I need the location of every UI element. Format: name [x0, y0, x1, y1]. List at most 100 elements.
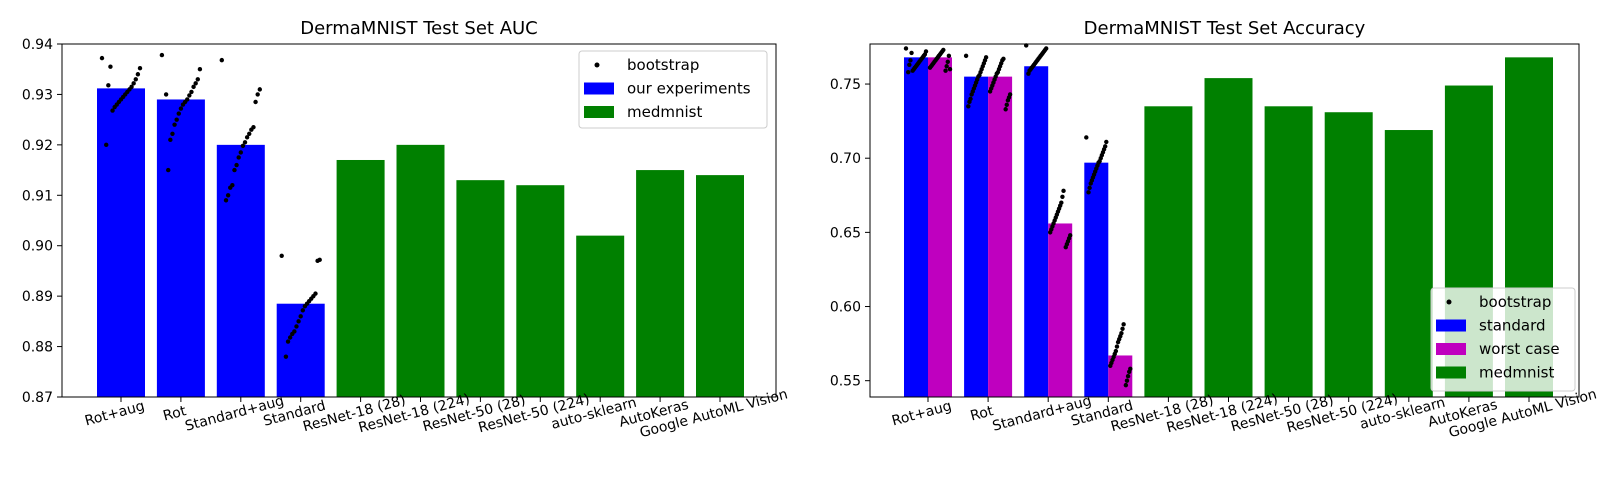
bootstrap-point	[1060, 194, 1065, 199]
bar-our-experiments-3	[276, 303, 325, 397]
bootstrap-point	[1124, 378, 1130, 383]
bootstrap-point	[232, 167, 237, 173]
bootstrap-point	[300, 308, 306, 313]
legend-swatch	[584, 82, 614, 95]
bootstrap-point	[285, 339, 291, 344]
bootstrap-point	[255, 92, 260, 97]
bootstrap-point	[1115, 339, 1121, 345]
bootstrap-point	[131, 81, 136, 86]
bootstrap-point	[108, 64, 113, 69]
bootstrap-point	[180, 102, 186, 107]
bootstrap-point	[253, 99, 258, 105]
y-tick-label: 0.87	[22, 390, 53, 406]
bootstrap-point	[257, 87, 262, 92]
bootstrap-point	[104, 142, 109, 148]
bootstrap-point	[1125, 374, 1131, 379]
bootstrap-point	[907, 62, 912, 67]
y-tick-label: 0.92	[22, 138, 53, 154]
bootstrap-point	[1126, 369, 1132, 374]
bar-medmnist-7	[516, 185, 565, 397]
bar-medmnist-5	[1204, 78, 1253, 397]
bootstrap-point	[1121, 322, 1126, 327]
x-tick-label: Rot	[969, 403, 996, 425]
bootstrap-point	[234, 162, 239, 168]
legend-label: bootstrap	[1479, 293, 1551, 311]
bootstrap-point	[178, 106, 184, 111]
bootstrap-point	[287, 335, 293, 340]
bootstrap-point	[302, 304, 308, 309]
bootstrap-point	[908, 58, 913, 63]
bootstrap-point	[903, 46, 909, 51]
bootstrap-point	[133, 77, 138, 82]
bootstrap-point	[168, 137, 173, 143]
bootstrap-point	[283, 354, 289, 359]
bootstrap-point	[195, 77, 200, 82]
bootstrap-point	[187, 93, 192, 98]
bootstrap-point	[927, 65, 933, 70]
bootstrap-point	[193, 81, 198, 86]
bootstrap-point	[294, 324, 299, 329]
bar-worst-case-1	[988, 76, 1013, 397]
legend-label: worst case	[1479, 340, 1560, 358]
y-tick-label: 0.75	[830, 77, 861, 93]
bar-medmnist-10	[696, 175, 744, 397]
bootstrap-point	[944, 64, 949, 69]
legend-marker-dot	[594, 62, 600, 68]
bar-medmnist-8	[1384, 130, 1433, 397]
bootstrap-point	[191, 84, 196, 90]
bootstrap-point	[163, 92, 169, 97]
bar-medmnist-4	[336, 159, 385, 397]
plot-frame	[869, 43, 1580, 398]
bootstrap-point	[110, 108, 115, 113]
bootstrap-point	[247, 131, 252, 136]
bootstrap-point	[238, 150, 243, 155]
bootstrap-point	[963, 53, 969, 59]
auc-chart: DermaMNIST Test Set AUC 0.87 0.88 0.89 0.90 0…	[22, 18, 790, 441]
bootstrap-point	[1114, 344, 1120, 349]
bar-standard-3	[1084, 162, 1109, 397]
y-tick-label: 0.70	[830, 151, 861, 167]
legend-swatch	[584, 106, 614, 118]
legend-label: medmnist	[627, 103, 702, 121]
bootstrap-point	[99, 55, 105, 61]
y-tick-label: 0.94	[22, 37, 53, 53]
bar-medmnist-7	[1324, 112, 1373, 397]
bootstrap-point	[909, 50, 914, 56]
bootstrap-point	[1104, 139, 1109, 145]
bar-standard-1	[964, 76, 989, 397]
legend-box	[578, 50, 768, 129]
bootstrap-point	[906, 69, 911, 75]
y-tick-label: 0.93	[22, 87, 53, 103]
legend-label: standard	[1479, 317, 1546, 335]
bar-worst-case-2	[1048, 223, 1073, 397]
bar-medmnist-6	[1264, 106, 1313, 397]
bar-medmnist-8	[576, 235, 625, 397]
legend-label: medmnist	[1479, 364, 1554, 382]
bootstrap-point	[1084, 135, 1089, 140]
bootstrap-point	[225, 193, 231, 198]
legend-swatch	[1436, 343, 1466, 355]
y-tick-label: 0.55	[830, 374, 861, 390]
x-tick-label: Rot	[161, 403, 188, 425]
x-tick-label: Rot+aug	[890, 398, 953, 429]
bootstrap-point	[1061, 188, 1066, 194]
chart-title: DermaMNIST Test Set Accuracy	[1084, 18, 1366, 39]
chart-title: DermaMNIST Test Set AUC	[300, 18, 538, 39]
bootstrap-point	[219, 57, 224, 63]
bootstrap-point	[197, 67, 203, 72]
bootstrap-point	[943, 68, 948, 73]
bootstrap-point	[1063, 244, 1068, 250]
bootstrap-point	[244, 135, 250, 140]
bar-standard-2	[1024, 66, 1049, 398]
bootstrap-point	[189, 89, 194, 95]
bootstrap-point	[112, 104, 117, 110]
bootstrap-point	[106, 83, 111, 88]
y-tick-label: 0.88	[22, 340, 53, 356]
bar-standard-0	[904, 57, 928, 397]
bootstrap-point	[910, 68, 915, 73]
bootstrap-point	[966, 104, 971, 109]
bootstrap-point	[1005, 98, 1011, 103]
bootstrap-point	[987, 89, 993, 94]
bootstrap-point	[172, 122, 177, 127]
